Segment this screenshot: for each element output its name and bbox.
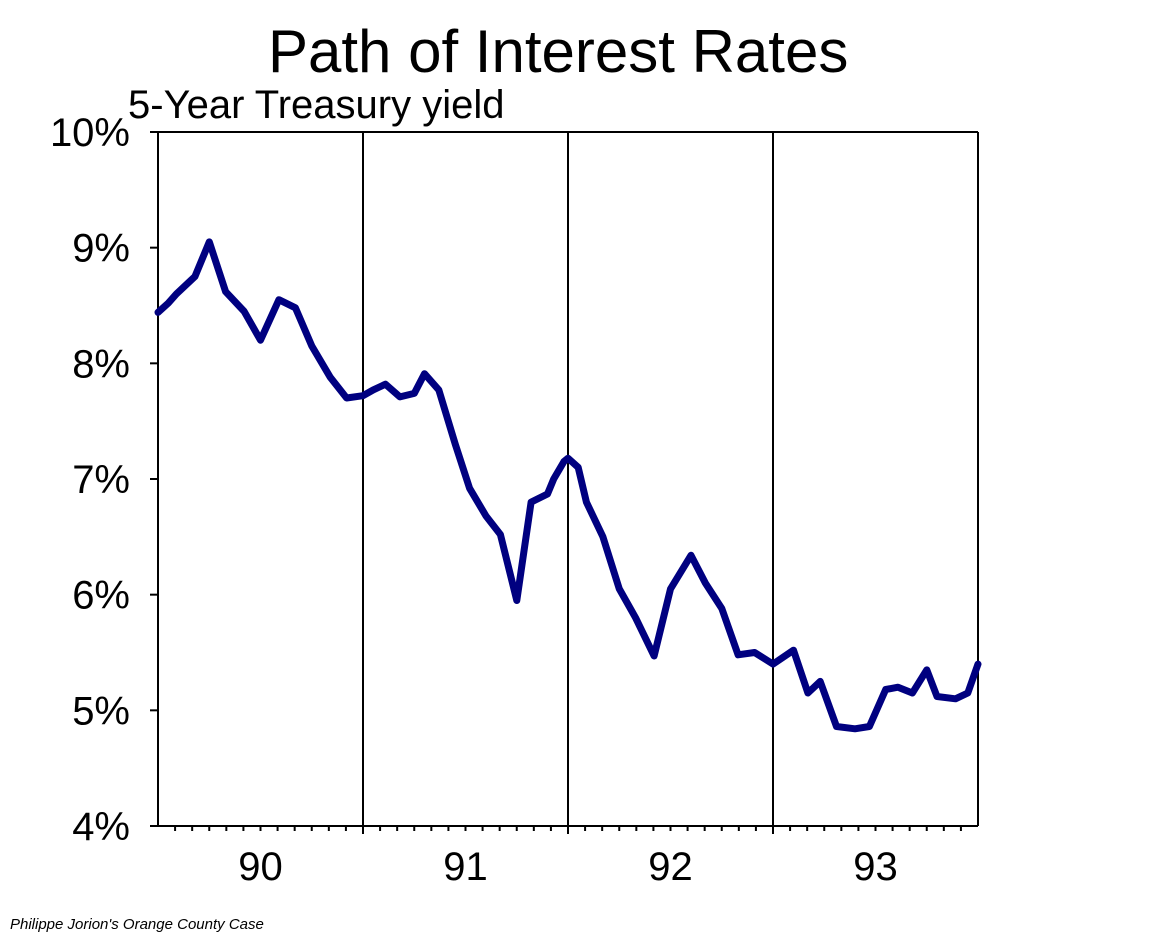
y-tick-label: 10% — [50, 111, 130, 155]
source-credit: Philippe Jorion's Orange County Case — [10, 916, 264, 933]
series-layer — [154, 238, 982, 733]
chart-title: Path of Interest Rates — [268, 18, 848, 85]
x-tick-label: 92 — [648, 845, 693, 889]
x-tick-label: 91 — [443, 845, 488, 889]
y-tick-label: 7% — [72, 458, 130, 502]
y-tick-label: 6% — [72, 574, 130, 618]
y-tick-label: 5% — [72, 689, 130, 733]
axes: 4% 5% 6% 7% 8% 9% 10% 90 91 92 93 — [50, 111, 979, 889]
y-tick-label: 4% — [72, 805, 130, 849]
y-tick-label: 8% — [72, 342, 130, 386]
y-tick-label: 9% — [72, 227, 130, 271]
x-tick-label: 93 — [853, 845, 898, 889]
x-tick-label: 90 — [238, 845, 283, 889]
chart-subtitle: 5-Year Treasury yield — [128, 83, 504, 127]
yield-series-line — [154, 238, 982, 733]
